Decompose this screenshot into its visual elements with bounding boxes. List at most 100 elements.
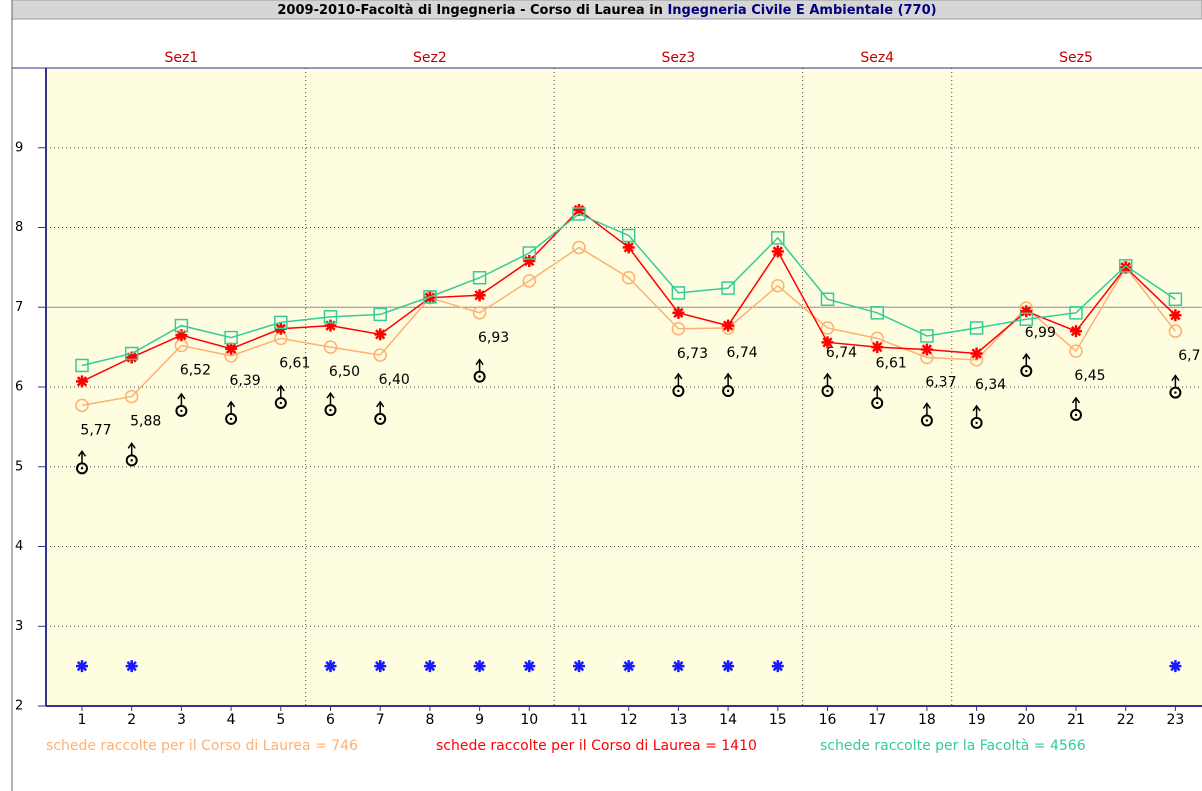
asterisk-stroke <box>225 343 237 354</box>
section-label: Sez3 <box>662 50 696 66</box>
square-marker <box>572 207 586 221</box>
value-label: 6,74 <box>826 345 857 361</box>
value-label: 6,45 <box>1074 368 1105 384</box>
data-point <box>572 240 586 255</box>
value-label: 6,39 <box>230 373 261 389</box>
asterisk-stroke <box>1170 310 1181 321</box>
asterisk-stroke <box>76 660 88 672</box>
x-tick-label: 10 <box>520 712 538 728</box>
square-marker <box>621 228 636 243</box>
circle-marker <box>621 270 636 285</box>
male-dot <box>180 409 183 413</box>
data-point <box>871 341 884 354</box>
data-point <box>572 207 586 221</box>
male-dot <box>80 467 84 470</box>
male-dot <box>379 417 382 421</box>
data-point <box>473 358 486 383</box>
data-point <box>373 307 387 322</box>
square-marker <box>323 310 338 324</box>
square-marker <box>1168 292 1183 307</box>
data-point <box>324 391 337 417</box>
data-point <box>771 278 785 293</box>
asterisk-stroke <box>772 246 783 257</box>
y-tick-label: 4 <box>15 539 23 554</box>
data-point <box>224 330 238 345</box>
data-point <box>76 375 88 388</box>
square-marker <box>721 281 735 295</box>
male-dot <box>478 375 481 378</box>
value-label: 6,61 <box>279 355 310 371</box>
male-arrow <box>226 400 236 408</box>
value-label: 6,61 <box>876 355 907 371</box>
square-marker <box>870 306 884 320</box>
x-tick-label: 19 <box>968 712 986 728</box>
x-tick-label: 7 <box>376 712 385 728</box>
data-point <box>225 342 238 355</box>
asterisk-stroke <box>822 337 833 348</box>
asterisk-stroke <box>722 660 734 672</box>
value-label: 6,99 <box>1025 325 1056 341</box>
data-point <box>771 245 784 258</box>
male-dot <box>826 389 829 393</box>
value-label: 6,93 <box>478 330 509 346</box>
data-point <box>1020 305 1033 318</box>
male-dot <box>925 419 929 422</box>
asterisk-stroke <box>375 660 386 672</box>
value-label: 6,7 <box>1178 348 1200 364</box>
male-dot <box>329 408 332 412</box>
male-arrow <box>1171 374 1180 382</box>
asterisk-stroke <box>772 660 783 672</box>
data-point <box>722 319 735 332</box>
square-marker <box>671 286 686 300</box>
data-point <box>970 404 983 429</box>
circle-marker <box>572 240 586 255</box>
square-marker <box>1118 259 1133 273</box>
data-point <box>621 270 636 285</box>
data-point <box>771 231 785 245</box>
square-marker <box>75 358 89 373</box>
data-point <box>225 400 238 425</box>
asterisk-stroke <box>722 320 734 331</box>
male-dot <box>677 389 680 393</box>
square-marker <box>1019 312 1034 326</box>
male-dot <box>130 459 133 462</box>
circle-marker <box>1168 324 1183 338</box>
circle-marker <box>75 398 89 413</box>
data-point <box>1169 309 1182 322</box>
male-arrow <box>475 358 484 366</box>
male-arrow <box>1022 352 1031 360</box>
value-label: 5,77 <box>80 422 111 438</box>
asterisk-stroke <box>126 352 137 363</box>
data-point <box>969 321 984 335</box>
circle-marker <box>671 322 686 336</box>
value-label: 6,74 <box>727 345 758 361</box>
y-tick-label: 9 <box>15 140 23 155</box>
data-point <box>871 384 884 409</box>
data-point <box>472 270 487 285</box>
male-arrow <box>723 372 733 380</box>
asterisk-stroke <box>673 660 684 672</box>
asterisk-stroke <box>872 341 883 353</box>
data-point <box>622 660 635 673</box>
data-point <box>76 660 88 673</box>
data-point <box>125 442 138 467</box>
x-tick-label: 5 <box>276 712 285 728</box>
male-dot <box>1174 391 1177 394</box>
square-marker <box>771 231 785 245</box>
x-tick-label: 14 <box>719 712 737 728</box>
plot-area <box>46 68 1202 706</box>
circle-marker <box>323 340 338 354</box>
data-point <box>671 286 686 300</box>
data-point <box>472 306 487 320</box>
asterisk-stroke <box>76 376 88 387</box>
x-tick-label: 4 <box>227 712 236 728</box>
x-tick-label: 15 <box>769 712 787 728</box>
circle-marker <box>472 306 487 320</box>
data-point <box>621 228 636 243</box>
asterisk-stroke <box>474 660 485 672</box>
data-point <box>1169 374 1182 399</box>
x-tick-label: 20 <box>1017 712 1035 728</box>
asterisk-stroke <box>1070 326 1082 337</box>
male-arrow <box>127 442 136 449</box>
